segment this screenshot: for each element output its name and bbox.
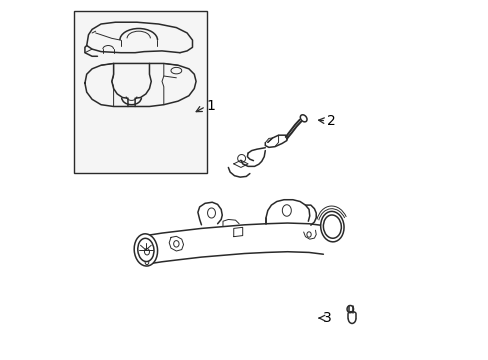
Bar bbox=[74, 12, 206, 173]
Ellipse shape bbox=[320, 211, 344, 242]
Text: 2: 2 bbox=[326, 114, 335, 128]
Ellipse shape bbox=[323, 215, 341, 238]
Ellipse shape bbox=[134, 234, 157, 266]
Ellipse shape bbox=[300, 115, 306, 122]
Text: 3: 3 bbox=[323, 311, 331, 325]
Ellipse shape bbox=[144, 248, 149, 255]
Text: 1: 1 bbox=[206, 99, 215, 113]
Ellipse shape bbox=[138, 238, 154, 262]
Ellipse shape bbox=[145, 260, 148, 265]
